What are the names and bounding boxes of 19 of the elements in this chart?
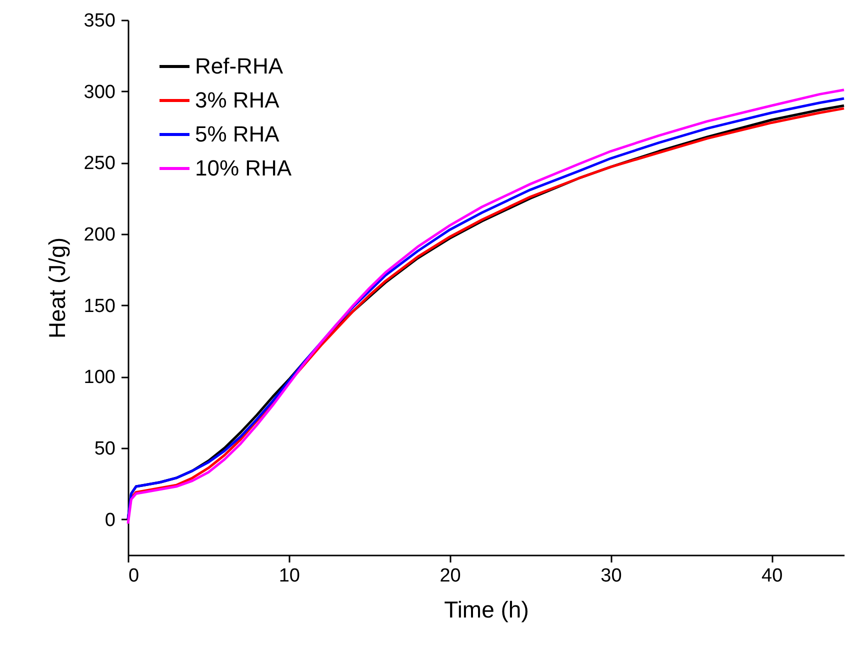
x-axis-title: Time (h): [444, 596, 529, 622]
legend-label: Ref-RHA: [195, 54, 284, 78]
y-tick-label: 250: [84, 153, 116, 174]
y-tick-label: 350: [84, 10, 116, 32]
legend-label: 10% RHA: [195, 156, 292, 180]
x-tick-label: 0: [128, 566, 140, 586]
x-tick-label: 10: [278, 566, 300, 586]
y-tick-label: 50: [94, 438, 116, 460]
legend-label: 3% RHA: [195, 88, 280, 112]
y-tick-label: 150: [84, 296, 116, 317]
y-tick-label: 0: [104, 510, 116, 531]
x-tick-label: 30: [600, 566, 622, 586]
x-tick-label: 20: [440, 566, 461, 586]
y-tick-label: 300: [84, 82, 116, 103]
y-tick-label: 100: [84, 367, 116, 388]
x-tick-label: 40: [762, 566, 783, 586]
legend-label: 5% RHA: [195, 122, 280, 146]
y-axis-title: Heat (J/g): [44, 238, 70, 338]
y-tick-label: 200: [84, 224, 116, 246]
